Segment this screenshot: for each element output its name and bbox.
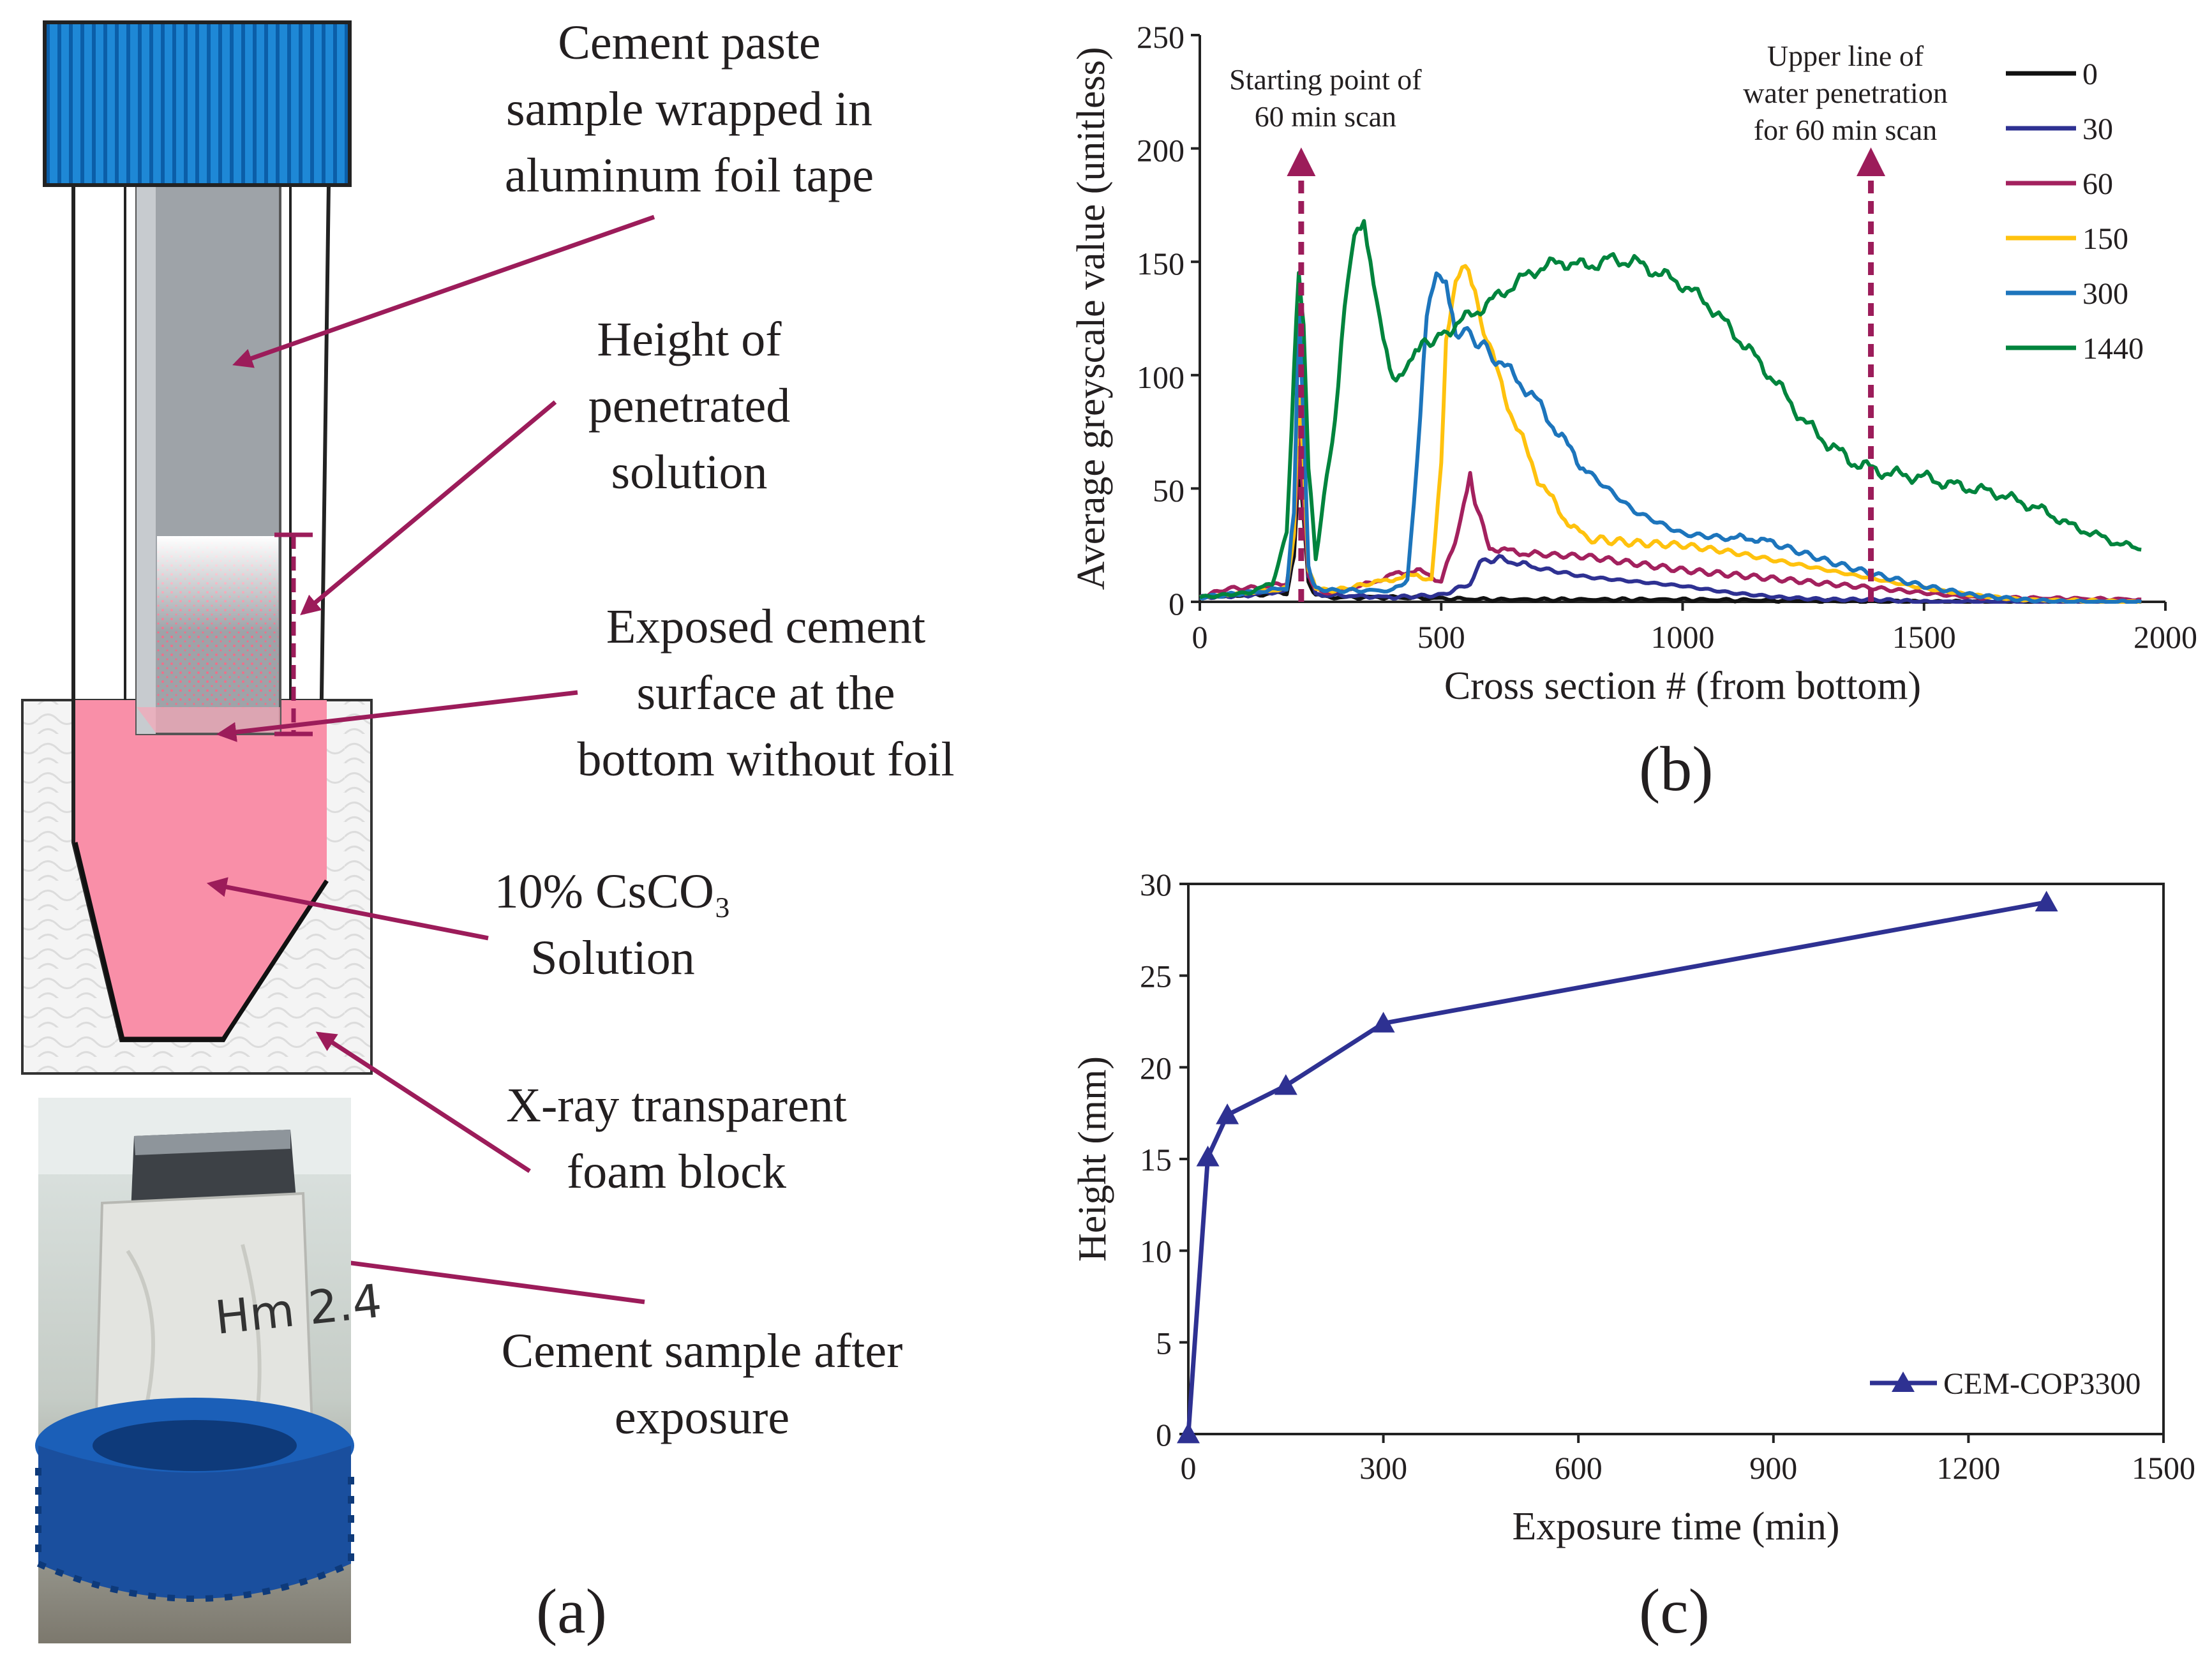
x-tick-label-b: 1500 [1892, 619, 1956, 655]
height-bracket [274, 532, 313, 736]
series-line-30 [1199, 408, 2142, 604]
legend-label-60: 60 [2082, 167, 2113, 201]
series-line-1440 [1199, 219, 2142, 600]
x-tick-label-b: 500 [1417, 619, 1465, 655]
label-height: Height of penetrated solution [588, 313, 791, 499]
panel-label-b: (b) [1639, 733, 1714, 804]
data-point-1 [1196, 1146, 1220, 1167]
start-annotation-line: 60 min scan [1255, 100, 1396, 133]
arrow-solution [206, 877, 489, 941]
annotation-arrows [206, 214, 655, 1304]
data-point-4 [1371, 1012, 1395, 1033]
start-annotation-line: Starting point of [1229, 63, 1422, 96]
series-line-150 [1199, 264, 2142, 604]
y-tick-label-c: 5 [1156, 1325, 1172, 1361]
data-point-3 [1274, 1074, 1297, 1095]
label-surface: Exposed cement surface at the bottom wit… [577, 600, 955, 786]
x-tick-label-c: 1500 [2132, 1450, 2195, 1486]
arrow-tube [232, 214, 655, 368]
data-point-5 [2035, 890, 2058, 912]
panel-label-a: (a) [536, 1576, 607, 1647]
upper-annotation-line: water penetration [1743, 77, 1948, 109]
y-tick-label-b: 150 [1137, 246, 1184, 281]
y-axis-label-b: Average greyscale value (unitless) [1070, 47, 1113, 590]
y-tick-label-b: 250 [1137, 19, 1184, 55]
y-axis-label-c: Height (mm) [1071, 1056, 1114, 1262]
y-tick-label-c: 15 [1140, 1142, 1172, 1177]
y-tick-label-b: 100 [1137, 359, 1184, 395]
series-line-60 [1199, 435, 2142, 602]
legend-label-1440: 1440 [2082, 332, 2144, 366]
y-tick-label-c: 30 [1140, 867, 1172, 902]
y-tick-label-c: 10 [1140, 1234, 1172, 1269]
tube-cap [43, 20, 352, 187]
arrow-foam [315, 1031, 531, 1173]
y-tick-label-b: 50 [1153, 472, 1184, 508]
x-tick-label-c: 1200 [1936, 1450, 2000, 1486]
x-tick-label-c: 0 [1181, 1450, 1197, 1486]
x-tick-label-c: 300 [1359, 1450, 1407, 1486]
legend-label-150: 150 [2082, 222, 2128, 256]
upper-annotation-line: Upper line of [1767, 40, 1924, 72]
y-tick-label-c: 0 [1156, 1417, 1172, 1453]
label-solution: 10% CsCO₃ Solution [494, 865, 731, 985]
data-point-2 [1216, 1103, 1239, 1125]
x-axis-label-c: Exposure time (min) [1512, 1505, 1839, 1548]
x-tick-label-b: 0 [1192, 619, 1208, 655]
series-line-300 [1199, 271, 2142, 604]
x-tick-label-b: 2000 [2134, 619, 2197, 655]
x-axis-label-b: Cross section # (from bottom) [1444, 664, 1921, 708]
label-sample: Cement sample after exposure [501, 1324, 903, 1444]
arrow-height [300, 400, 557, 616]
label-tube: Cement paste sample wrapped in aluminum … [504, 16, 874, 202]
sample-photo: Hm 2.4 [35, 1098, 384, 1643]
legend-label-30: 30 [2082, 112, 2113, 146]
data-point-0 [1177, 1423, 1200, 1444]
panel-label-c: (c) [1639, 1576, 1710, 1647]
y-tick-label-b: 0 [1169, 586, 1184, 622]
arrow-surface [216, 690, 578, 742]
x-tick-label-b: 1000 [1651, 619, 1715, 655]
y-tick-label-b: 200 [1137, 133, 1184, 168]
legend-label-0: 0 [2082, 57, 2098, 91]
solution-fill [75, 700, 327, 1038]
x-tick-label-c: 900 [1749, 1450, 1797, 1486]
x-tick-label-c: 600 [1555, 1450, 1603, 1486]
label-foam: X-ray transparent foam block [506, 1079, 847, 1199]
upper-annotation-line: for 60 min scan [1754, 114, 1937, 146]
y-tick-label-c: 25 [1140, 959, 1172, 994]
legend-label-c: CEM-COP3300 [1943, 1367, 2141, 1401]
series-line-CEM-COP3300 [1186, 900, 2047, 1435]
legend-label-300: 300 [2082, 277, 2128, 311]
plot-frame-c [1187, 883, 2165, 1435]
y-tick-label-c: 20 [1140, 1050, 1172, 1086]
legend-marker-c [1892, 1372, 1915, 1392]
